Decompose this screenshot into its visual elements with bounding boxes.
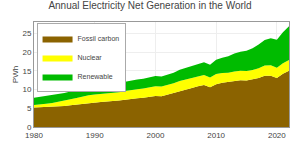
svg-text:0: 0 — [27, 123, 32, 132]
svg-text:Renewable: Renewable — [78, 73, 113, 80]
svg-text:10: 10 — [22, 85, 31, 94]
svg-text:2000: 2000 — [147, 131, 165, 140]
svg-text:25: 25 — [22, 29, 31, 38]
svg-text:1980: 1980 — [25, 131, 43, 140]
svg-text:20: 20 — [22, 48, 31, 57]
svg-text:2010: 2010 — [207, 131, 225, 140]
svg-text:Annual Electricity Net Generat: Annual Electricity Net Generation in the… — [48, 0, 251, 11]
svg-text:2020: 2020 — [268, 131, 286, 140]
svg-text:1990: 1990 — [86, 131, 104, 140]
svg-text:Fossil carbon: Fossil carbon — [78, 35, 120, 42]
svg-text:15: 15 — [22, 67, 31, 76]
svg-text:PWh: PWh — [11, 66, 20, 83]
svg-text:5: 5 — [27, 104, 32, 113]
svg-text:Nuclear: Nuclear — [78, 54, 103, 61]
